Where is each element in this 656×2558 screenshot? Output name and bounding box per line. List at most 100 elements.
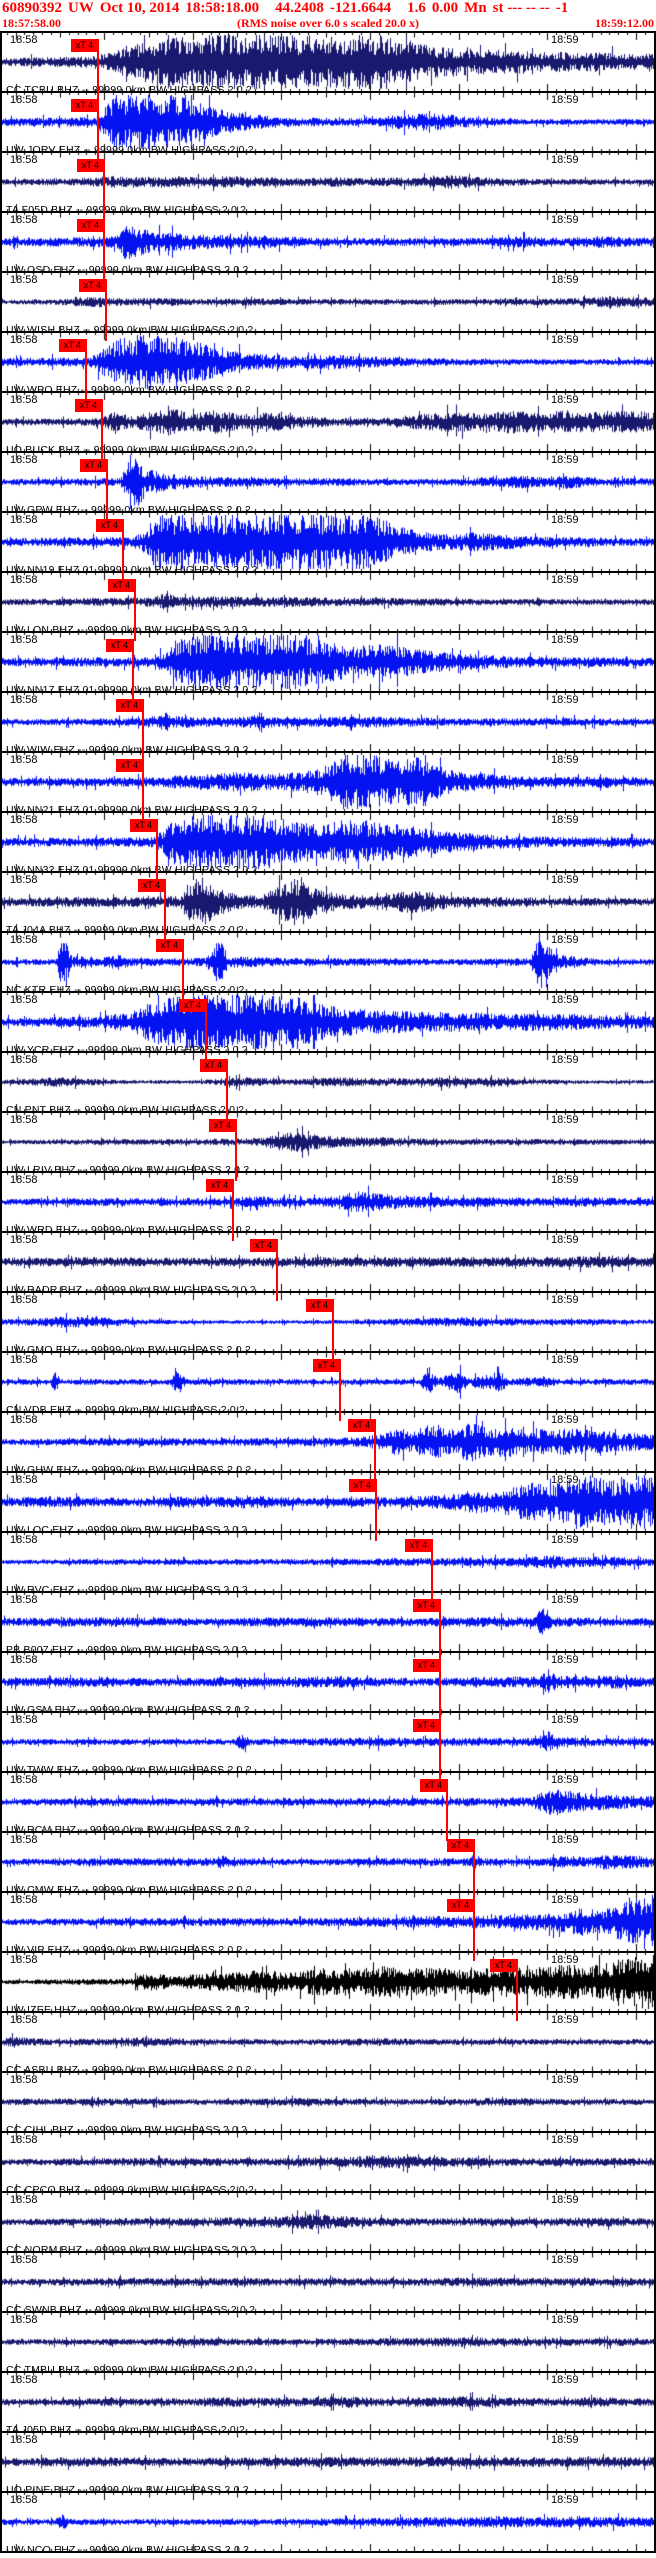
trace-row-GMO[interactable]: 18:58 18:59 xT 4 UW GMO EHZ -- 99999.0km BW… — [0, 1291, 656, 1361]
pick-flag[interactable]: xT 4 — [75, 399, 102, 412]
trace-row-GHW[interactable]: 18:58 18:59 xT 4 UW GHW EHZ -- 99999.0km BW… — [0, 1411, 656, 1481]
pick-flag[interactable]: xT 4 — [250, 1239, 277, 1252]
pick-flag[interactable]: xT 4 — [106, 639, 133, 652]
trace-row-YCR[interactable]: 18:58 18:59 xT 4 UW YCR EHZ -- 99999.0km BW… — [0, 991, 656, 1061]
trace-row-RADR[interactable]: 18:58 18:59 xT 4 UW RADR BHZ -- 99999.0km B… — [0, 1231, 656, 1301]
pick-flag[interactable]: xT 4 — [77, 219, 104, 232]
trace-row-NN21[interactable]: 18:58 18:59 xT 4 UW NN21 EHZ 01 99999.0km B… — [0, 751, 656, 821]
waveform-canvas[interactable] — [0, 933, 656, 991]
pick-flag[interactable]: xT 4 — [59, 339, 86, 352]
pick-flag[interactable]: xT 4 — [348, 1419, 375, 1432]
waveform-canvas[interactable] — [0, 453, 656, 511]
pick-flag[interactable]: xT 4 — [313, 1359, 340, 1372]
trace-row-PINE[interactable]: 18:58 18:59 UO PINE BHZ -- 99999.0km BW HI… — [0, 2431, 656, 2496]
trace-row-B007[interactable]: 18:58 18:59 xT 4 PB B007 EHZ -- 99999.0km B… — [0, 1591, 656, 1661]
waveform-canvas[interactable] — [0, 1473, 656, 1531]
waveform-canvas[interactable] — [0, 1953, 656, 2011]
trace-row-F05D[interactable]: 18:58 18:59 xT 4 TA F05D BHZ -- 99999.0km B… — [0, 151, 656, 221]
trace-row-SWNB[interactable]: 18:58 18:59 CC SWNB BHZ -- 99999.0km BW HI… — [0, 2251, 656, 2316]
waveform-canvas[interactable] — [0, 1593, 656, 1651]
trace-row-NN32[interactable]: 18:58 18:59 xT 4 UW NN32 EHZ 01 99999.0km B… — [0, 811, 656, 881]
trace-row-GSM[interactable]: 18:58 18:59 xT 4 UW GSM EHZ -- 99999.0km BW… — [0, 1651, 656, 1721]
waveform-canvas[interactable] — [0, 2313, 656, 2371]
trace-row-TMBU[interactable]: 18:58 18:59 CC TMBU BHZ -- 99999.0km BW HI… — [0, 2311, 656, 2376]
pick-flag[interactable]: xT 4 — [413, 1659, 440, 1672]
waveform-canvas[interactable] — [0, 153, 656, 211]
pick-flag[interactable]: xT 4 — [71, 99, 98, 112]
waveform-canvas[interactable] — [0, 33, 656, 91]
waveform-canvas[interactable] — [0, 2193, 656, 2251]
trace-row-GPW[interactable]: 18:58 18:59 xT 4 UW GPW EHZ -- 99999.0km BW… — [0, 451, 656, 521]
waveform-canvas[interactable] — [0, 1233, 656, 1291]
pick-flag[interactable]: xT 4 — [96, 519, 123, 532]
waveform-canvas[interactable] — [0, 2493, 656, 2551]
pick-flag[interactable]: xT 4 — [200, 1059, 227, 1072]
waveform-canvas[interactable] — [0, 1893, 656, 1951]
pick-flag[interactable]: xT 4 — [306, 1299, 333, 1312]
trace-row-CIHL[interactable]: 18:58 18:59 CC CIHL BHZ -- 99999.0km BW HI… — [0, 2071, 656, 2136]
trace-row-TWW[interactable]: 18:58 18:59 xT 4 UW TWW EHZ -- 99999.0km BW… — [0, 1711, 656, 1781]
trace-row-RCM[interactable]: 18:58 18:59 xT 4 UW RCM EHZ -- 99999.0km BW… — [0, 1771, 656, 1841]
waveform-canvas[interactable] — [0, 2073, 656, 2131]
trace-row-J04A[interactable]: 18:58 18:59 xT 4 TA J04A BHZ -- 99999.0km B… — [0, 871, 656, 941]
trace-row-CPCO[interactable]: 18:58 18:59 CC CPCO BHZ -- 99999.0km BW HI… — [0, 2131, 656, 2196]
pick-flag[interactable]: xT 4 — [405, 1539, 432, 1552]
pick-flag[interactable]: xT 4 — [77, 159, 104, 172]
pick-flag[interactable]: xT 4 — [79, 279, 106, 292]
waveform-canvas[interactable] — [0, 333, 656, 391]
waveform-canvas[interactable] — [0, 1533, 656, 1591]
trace-row-VDB[interactable]: 18:58 18:59 xT 4 CN VDB EHZ -- 99999.0km BW… — [0, 1351, 656, 1421]
waveform-canvas[interactable] — [0, 753, 656, 811]
waveform-canvas[interactable] — [0, 1053, 656, 1111]
waveform-canvas[interactable] — [0, 993, 656, 1051]
pick-flag[interactable]: xT 4 — [138, 879, 165, 892]
waveform-canvas[interactable] — [0, 1113, 656, 1171]
waveform-canvas[interactable] — [0, 393, 656, 451]
waveform-canvas[interactable] — [0, 1413, 656, 1471]
trace-row-NCO[interactable]: 18:58 18:59 UW NCO EHZ -- 99999.0km BW HIG… — [0, 2491, 656, 2556]
pick-flag[interactable]: xT 4 — [447, 1839, 474, 1852]
waveform-canvas[interactable] — [0, 1773, 656, 1831]
trace-row-NN19[interactable]: 18:58 18:59 xT 4 UW NN19 EHZ 01 99999.0km B… — [0, 511, 656, 581]
trace-row-ASBU[interactable]: 18:58 18:59 CC ASBU BHZ -- 99999.0km BW HI… — [0, 2011, 656, 2076]
trace-row-TCBU[interactable]: 18:58 18:59 xT 4 CC TCBU BHZ -- 99999.0km B… — [0, 31, 656, 101]
pick-flag[interactable]: xT 4 — [413, 1719, 440, 1732]
pick-flag[interactable]: xT 4 — [80, 459, 107, 472]
pick-flag[interactable]: xT 4 — [71, 39, 98, 52]
trace-row-JORV[interactable]: 18:58 18:59 xT 4 UW JORV EHZ -- 99999.0km B… — [0, 91, 656, 161]
trace-row-NORM[interactable]: 18:58 18:59 CC NORM BHZ -- 99999.0km BW HI… — [0, 2191, 656, 2256]
trace-row-WIW[interactable]: 18:58 18:59 xT 4 UW WIW EHZ -- 99999.0km BW… — [0, 691, 656, 761]
pick-flag[interactable]: xT 4 — [413, 1599, 440, 1612]
trace-row-WRD[interactable]: 18:58 18:59 xT 4 UW WRD EHZ -- 99999.0km BW… — [0, 1171, 656, 1241]
trace-row-VIP[interactable]: 18:58 18:59 xT 4 UW VIP EHZ -- 99999.0km BW… — [0, 1891, 656, 1961]
waveform-canvas[interactable] — [0, 213, 656, 271]
pick-flag[interactable]: xT 4 — [209, 1119, 236, 1132]
trace-row-OSD[interactable]: 18:58 18:59 xT 4 UW OSD EHZ -- 99999.0km BW… — [0, 211, 656, 281]
pick-flag[interactable]: xT 4 — [156, 939, 183, 952]
waveform-canvas[interactable] — [0, 2253, 656, 2311]
waveform-canvas[interactable] — [0, 813, 656, 871]
waveform-canvas[interactable] — [0, 1713, 656, 1771]
pick-flag[interactable]: xT 4 — [490, 1959, 517, 1972]
trace-row-LRIV[interactable]: 18:58 18:59 xT 4 UW LRIV BHZ -- 99999.0km B… — [0, 1111, 656, 1181]
waveform-canvas[interactable] — [0, 1653, 656, 1711]
waveform-canvas[interactable] — [0, 273, 656, 331]
pick-flag[interactable]: xT 4 — [349, 1479, 376, 1492]
pick-flag[interactable]: xT 4 — [179, 999, 206, 1012]
waveform-canvas[interactable] — [0, 2133, 656, 2191]
pick-flag[interactable]: xT 4 — [420, 1779, 447, 1792]
pick-flag[interactable]: xT 4 — [116, 699, 143, 712]
pick-flag[interactable]: xT 4 — [108, 579, 135, 592]
trace-row-BUCK[interactable]: 18:58 18:59 xT 4 UO BUCK BHZ -- 99999.0km B… — [0, 391, 656, 461]
trace-row-LOC[interactable]: 18:58 18:59 xT 4 UW LOC EHZ -- 99999.0km BW… — [0, 1471, 656, 1541]
trace-row-WPO[interactable]: 18:58 18:59 xT 4 UW WPO EHZ -- 99999.0km BW… — [0, 331, 656, 401]
trace-row-LON[interactable]: 18:58 18:59 xT 4 UW LON BHZ -- 99999.0km BW… — [0, 571, 656, 641]
waveform-canvas[interactable] — [0, 1173, 656, 1231]
pick-flag[interactable]: xT 4 — [130, 819, 157, 832]
waveform-canvas[interactable] — [0, 2013, 656, 2071]
waveform-canvas[interactable] — [0, 93, 656, 151]
trace-row-WISH[interactable]: 18:58 18:59 xT 4 UW WISH BHZ -- 99999.0km B… — [0, 271, 656, 341]
trace-row-PNT[interactable]: 18:58 18:59 xT 4 CN PNT BHZ -- 99999.0km BW… — [0, 1051, 656, 1121]
waveform-canvas[interactable] — [0, 1833, 656, 1891]
trace-row-CMW[interactable]: 18:58 18:59 xT 4 UW CMW EHZ -- 99999.0km BW… — [0, 1831, 656, 1901]
